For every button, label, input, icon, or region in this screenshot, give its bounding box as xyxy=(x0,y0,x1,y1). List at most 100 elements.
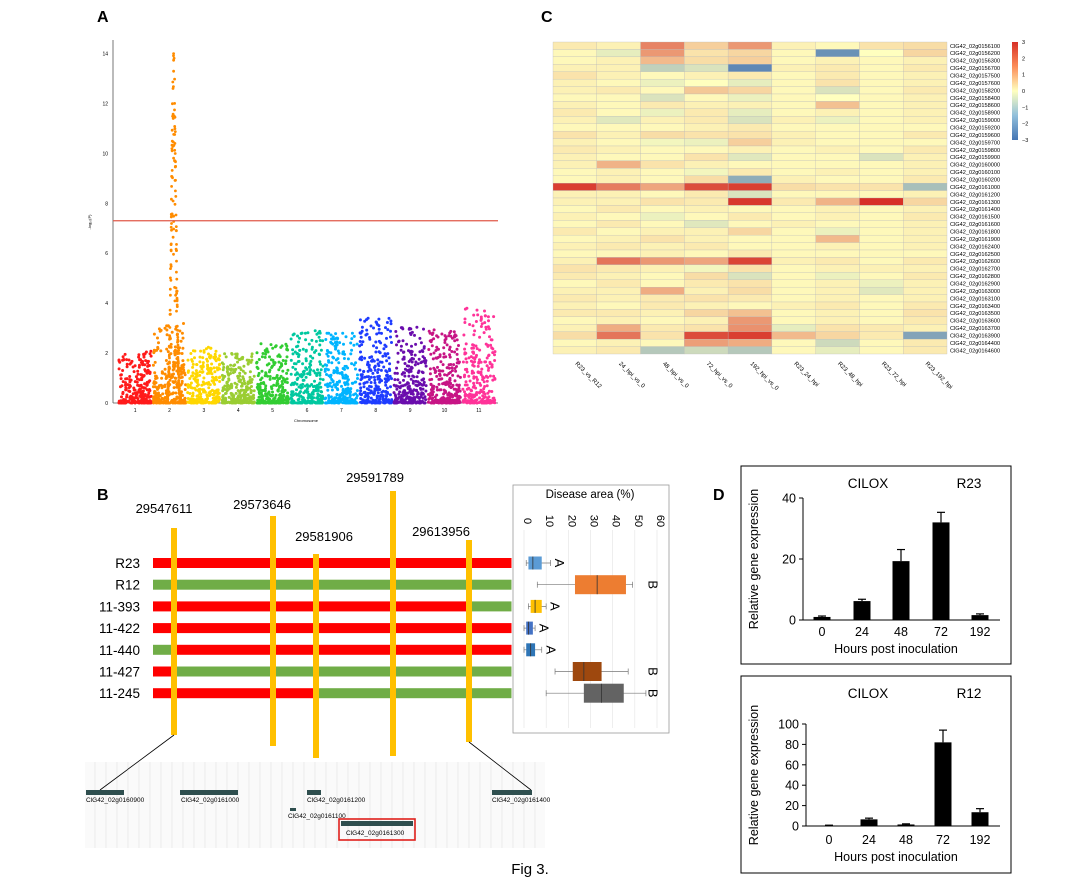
snp-point xyxy=(171,140,175,144)
snp-point xyxy=(315,372,319,376)
snp-point xyxy=(491,396,495,400)
heatmap-cell xyxy=(727,272,773,280)
snp-point xyxy=(448,345,452,349)
snp-point xyxy=(304,366,308,370)
snp-point xyxy=(450,369,454,373)
heatmap-cell xyxy=(815,286,860,295)
snp-point xyxy=(173,102,177,105)
heatmap-cell xyxy=(596,145,641,154)
snp-point xyxy=(383,343,387,347)
heatmap-cell xyxy=(552,49,597,58)
snp-point xyxy=(325,331,329,335)
snp-point xyxy=(214,349,218,353)
heatmap-cell xyxy=(859,182,904,191)
snp-point xyxy=(238,371,242,375)
haplotype-segment xyxy=(469,601,512,612)
snp-point xyxy=(437,369,441,373)
heatmap-cell xyxy=(815,272,860,280)
heatmap-cell xyxy=(684,301,729,310)
snp-point xyxy=(431,357,435,361)
heatmap-cell xyxy=(903,197,948,206)
snp-point xyxy=(463,368,467,371)
heatmap-cell xyxy=(859,249,904,258)
snp-point xyxy=(447,334,451,338)
snp-point xyxy=(271,390,274,394)
haplotype-segment xyxy=(174,558,274,568)
snp-point xyxy=(427,393,430,396)
snp-point xyxy=(410,353,414,356)
heatmap-cell xyxy=(771,309,816,318)
snp-point xyxy=(130,401,134,405)
bar xyxy=(971,615,989,620)
snp-point xyxy=(193,386,197,390)
snp-point xyxy=(195,398,199,402)
heatmap-cell xyxy=(596,309,641,318)
heatmap-cell xyxy=(640,56,685,65)
gene-label-0161000: ClG42_02g0161000 xyxy=(181,797,240,804)
snp-point xyxy=(232,368,236,372)
snp-point xyxy=(483,385,487,388)
heatmap-cell xyxy=(596,78,641,87)
snp-point xyxy=(201,361,205,365)
marker-position-label: 29581906 xyxy=(295,529,353,544)
snp-point xyxy=(461,360,465,364)
snp-point xyxy=(485,364,489,368)
snp-point xyxy=(417,357,421,361)
snp-point xyxy=(441,363,445,367)
snp-point xyxy=(443,373,447,377)
snp-point xyxy=(170,175,174,178)
snp-point xyxy=(164,359,168,362)
heatmap-cell xyxy=(727,56,773,65)
snp-point xyxy=(493,359,497,362)
snp-point xyxy=(399,348,403,352)
snp-point xyxy=(171,235,175,239)
snp-point xyxy=(141,359,144,363)
bar xyxy=(897,824,915,826)
snp-point xyxy=(344,335,348,339)
snp-point xyxy=(272,399,276,403)
heatmap-cell xyxy=(859,123,904,132)
snp-point xyxy=(148,352,152,356)
snp-point xyxy=(178,395,182,399)
snp-point xyxy=(360,401,364,405)
heatmap-cell xyxy=(552,257,597,266)
heatmap-cell xyxy=(640,220,685,228)
snp-point xyxy=(321,364,325,368)
haplotype-segment xyxy=(393,601,470,612)
snp-point xyxy=(211,393,215,396)
manhattan-x-tick-label: 3 xyxy=(203,408,206,414)
heatmap-cell xyxy=(815,190,860,199)
snp-point xyxy=(442,388,446,392)
snp-point xyxy=(463,321,467,324)
snp-point xyxy=(394,384,398,388)
snp-point xyxy=(453,339,457,343)
snp-point xyxy=(173,115,177,119)
heatmap-cell xyxy=(727,242,773,251)
heatmap-cell xyxy=(903,130,948,139)
snp-point xyxy=(443,334,447,338)
heatmap-row-label: ClG42_02g0163400 xyxy=(950,304,1000,310)
snp-point xyxy=(265,347,269,351)
heatmap-cell xyxy=(727,108,773,117)
snp-point xyxy=(429,388,433,392)
snp-point xyxy=(218,380,222,383)
snp-point xyxy=(373,378,377,382)
bar-chart-title: CILOX xyxy=(848,476,889,491)
snp-point xyxy=(242,364,246,368)
snp-point xyxy=(242,398,245,402)
snp-point xyxy=(309,401,312,405)
heatmap-cell xyxy=(859,220,904,228)
snp-point xyxy=(143,368,147,372)
snp-point xyxy=(291,365,295,369)
heatmap-cell xyxy=(596,272,641,280)
snp-point xyxy=(453,400,457,404)
snp-point xyxy=(240,382,244,385)
bar-chart-x-label: Hours post inoculation xyxy=(834,850,958,864)
snp-point xyxy=(368,336,371,339)
snp-point xyxy=(414,342,418,346)
snp-point xyxy=(265,363,269,367)
heatmap-cell xyxy=(552,190,597,199)
snp-point xyxy=(169,265,173,268)
heatmap-cell xyxy=(859,272,904,280)
heatmap-row-label: ClG42_02g0156200 xyxy=(950,51,1000,57)
